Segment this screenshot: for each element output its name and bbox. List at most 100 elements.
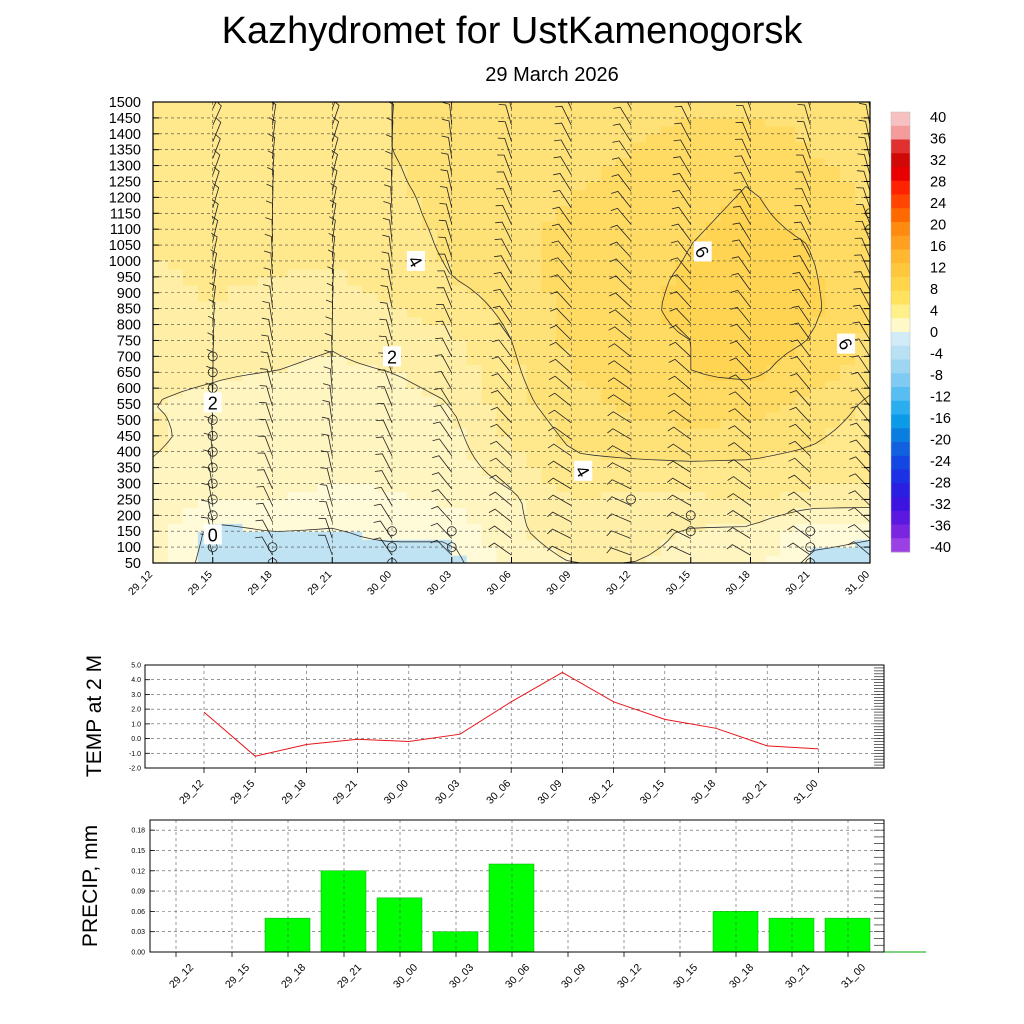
field-cell <box>660 229 677 238</box>
field-cell <box>153 117 169 127</box>
field-cell <box>392 555 408 563</box>
field-cell <box>840 435 856 445</box>
field-cell <box>735 515 752 524</box>
colorbar-swatch <box>891 497 910 512</box>
calm-marker <box>626 494 636 505</box>
field-cell <box>735 308 752 318</box>
colorbar-label: 32 <box>930 153 946 169</box>
x-tick-label: 30_03 <box>433 778 462 807</box>
field-cell <box>362 157 378 167</box>
field-cell <box>705 515 722 524</box>
field-cell <box>332 547 348 556</box>
field-cell <box>765 443 781 453</box>
field-cell <box>362 364 378 373</box>
field-cell <box>631 380 647 389</box>
wind-barb <box>553 173 572 192</box>
field-cell <box>556 133 572 143</box>
wind-barb <box>668 375 692 391</box>
wind-barb <box>496 171 512 192</box>
field-cell <box>362 109 378 119</box>
field-cell <box>601 475 617 485</box>
field-cell <box>347 539 363 548</box>
field-cell <box>675 109 692 119</box>
field-cell <box>645 539 662 548</box>
field-cell <box>496 292 513 302</box>
field-cell <box>840 411 856 421</box>
field-cell <box>466 300 483 310</box>
field-cell <box>616 364 632 373</box>
field-cell <box>765 324 781 334</box>
field-cell <box>541 205 557 214</box>
field-cell <box>377 380 393 389</box>
field-cell <box>287 189 303 198</box>
field-cell <box>421 555 438 563</box>
field-cell <box>451 229 468 238</box>
field-cell <box>496 539 513 548</box>
field-cell <box>377 229 393 238</box>
field-cell <box>496 459 513 469</box>
y-tick-label: 450 <box>117 429 141 445</box>
field-cell <box>690 213 707 222</box>
field-cell <box>302 213 318 222</box>
field-cell <box>810 189 826 198</box>
wind-barb <box>322 400 333 423</box>
y-tick-label: 100 <box>117 540 141 556</box>
wind-barb <box>795 154 811 175</box>
field-cell <box>392 237 408 246</box>
field-cell <box>347 435 363 445</box>
field-cell <box>825 308 841 318</box>
field-cell <box>377 308 393 318</box>
field-cell <box>347 213 363 222</box>
field-cell <box>511 276 528 286</box>
field-cell <box>227 253 244 262</box>
field-cell <box>362 173 378 183</box>
field-cell <box>675 483 692 493</box>
contour-label: 2 <box>208 393 218 413</box>
field-cell <box>750 547 767 556</box>
field-cell <box>257 221 274 230</box>
field-cell <box>616 276 632 286</box>
field-cell <box>481 141 498 151</box>
field-cell <box>556 205 572 214</box>
field-cell <box>601 253 617 262</box>
field-cell <box>406 372 423 381</box>
field-cell <box>392 300 408 310</box>
x-tick-label: 30_12 <box>587 778 616 807</box>
field-cell <box>167 356 184 365</box>
field-cell <box>675 523 692 532</box>
field-cell <box>855 364 870 373</box>
field-cell <box>347 324 363 334</box>
field-cell <box>182 372 199 381</box>
field-cell <box>765 332 781 342</box>
field-cell <box>840 276 856 286</box>
field-cell <box>705 229 722 238</box>
field-cell <box>541 531 557 540</box>
field-cell <box>167 467 184 477</box>
wind-barb <box>318 517 333 539</box>
field-cell <box>645 229 662 238</box>
field-cell <box>645 197 662 206</box>
field-cell <box>227 396 244 405</box>
colorbar-swatch <box>891 249 910 264</box>
field-cell <box>795 300 811 310</box>
wind-barb <box>666 494 691 506</box>
field-cell <box>153 133 169 143</box>
field-cell <box>406 531 423 540</box>
field-cell <box>347 268 363 278</box>
colorbar-swatch <box>891 125 910 140</box>
x-tick-label: 30_00 <box>391 962 420 991</box>
wind-barb <box>736 105 751 126</box>
field-cell <box>332 491 348 501</box>
field-cell <box>332 260 348 270</box>
field-cell <box>780 253 796 262</box>
field-cell <box>855 173 870 183</box>
x-tick-label: 30_15 <box>671 962 700 991</box>
wind-barb <box>795 171 811 192</box>
field-cell <box>362 205 378 214</box>
field-cell <box>616 499 632 508</box>
field-cell <box>212 483 229 493</box>
field-cell <box>571 380 587 389</box>
field-cell <box>765 364 781 373</box>
field-cell <box>287 268 303 278</box>
field-cell <box>451 372 468 381</box>
